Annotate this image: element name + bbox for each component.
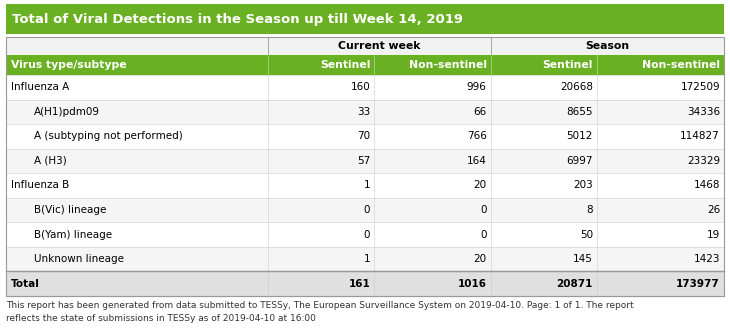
Bar [6,222,724,247]
Text: Sentinel: Sentinel [542,60,593,70]
Text: Sentinel: Sentinel [320,60,370,70]
Bar [6,37,724,296]
Text: A (H3): A (H3) [34,156,66,166]
Text: 8: 8 [586,205,593,215]
Bar [6,272,724,296]
Text: Unknown lineage: Unknown lineage [34,254,124,264]
Bar [6,198,724,222]
Text: 20: 20 [474,181,487,191]
Bar [6,173,724,198]
Bar [6,124,724,149]
Bar [6,55,724,75]
Text: 50: 50 [580,230,593,240]
Text: 20871: 20871 [556,279,593,289]
Text: B(Yam) lineage: B(Yam) lineage [34,230,112,240]
Text: Current week: Current week [338,41,420,51]
Text: 145: 145 [573,254,593,264]
Text: 161: 161 [349,279,370,289]
Text: 57: 57 [357,156,370,166]
Text: 20668: 20668 [560,82,593,92]
Text: 1423: 1423 [694,254,720,264]
Text: Virus type/subtype: Virus type/subtype [11,60,126,70]
Bar [6,149,724,173]
Text: A(H1)pdm09: A(H1)pdm09 [34,107,100,117]
Text: 996: 996 [466,82,487,92]
Text: 23329: 23329 [687,156,720,166]
Text: 160: 160 [350,82,370,92]
Text: 1: 1 [364,254,370,264]
Text: 0: 0 [480,230,487,240]
Bar [6,4,724,34]
Text: 0: 0 [480,205,487,215]
Text: 1468: 1468 [694,181,720,191]
Text: This report has been generated from data submitted to TESSy, The European Survei: This report has been generated from data… [6,301,634,310]
Text: 66: 66 [473,107,487,117]
Text: 173977: 173977 [676,279,720,289]
Text: Total: Total [11,279,40,289]
Text: Non-sentinel: Non-sentinel [409,60,487,70]
Text: 19: 19 [707,230,720,240]
Text: 766: 766 [466,131,487,141]
Text: A (subtyping not performed): A (subtyping not performed) [34,131,182,141]
Text: 172509: 172509 [680,82,720,92]
Text: 1016: 1016 [458,279,487,289]
Text: B(Vic) lineage: B(Vic) lineage [34,205,107,215]
Text: 0: 0 [364,205,370,215]
Text: 164: 164 [466,156,487,166]
Text: 8655: 8655 [566,107,593,117]
Text: 34336: 34336 [687,107,720,117]
Text: 26: 26 [707,205,720,215]
Text: 70: 70 [357,131,370,141]
Text: Non-sentinel: Non-sentinel [642,60,720,70]
Text: Total of Viral Detections in the Season up till Week 14, 2019: Total of Viral Detections in the Season … [12,13,463,26]
Text: 114827: 114827 [680,131,720,141]
Text: 20: 20 [474,254,487,264]
Text: Season: Season [585,41,629,51]
Text: 1: 1 [364,181,370,191]
Text: Influenza B: Influenza B [11,181,69,191]
Bar [6,37,724,55]
Text: 203: 203 [573,181,593,191]
Text: 33: 33 [357,107,370,117]
Bar [6,75,724,100]
Text: reflects the state of submissions in TESSy as of 2019-04-10 at 16:00: reflects the state of submissions in TES… [6,314,316,323]
Bar [6,100,724,124]
Text: Influenza A: Influenza A [11,82,69,92]
Text: 0: 0 [364,230,370,240]
Text: 5012: 5012 [566,131,593,141]
Bar [6,247,724,272]
Text: 6997: 6997 [566,156,593,166]
